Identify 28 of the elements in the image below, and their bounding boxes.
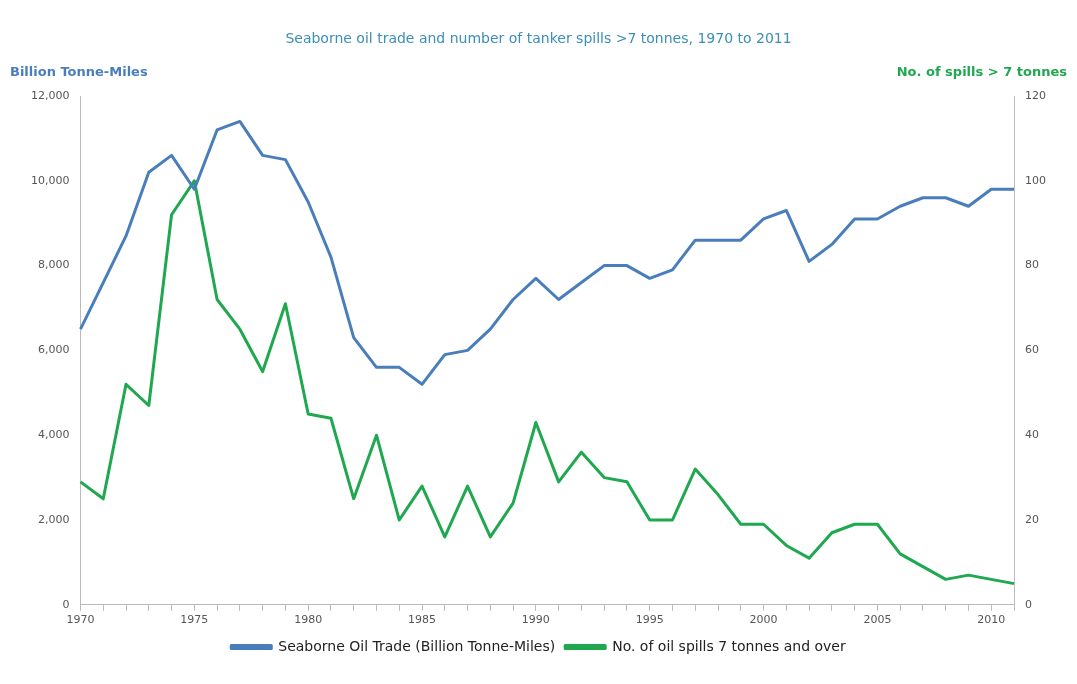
- x-tick-label: 1975: [180, 613, 209, 627]
- x-tick-label: 1995: [635, 613, 664, 627]
- x-tick-label: 1980: [294, 613, 323, 627]
- x-tick-label: 1990: [521, 613, 550, 627]
- y-tick-label: 6,000: [37, 343, 70, 357]
- x-tick-label: 2010: [977, 613, 1006, 627]
- y2-tick-label: 60: [1025, 343, 1039, 357]
- y2-tick-label: 100: [1025, 173, 1046, 187]
- y2-tick-label: 120: [1025, 88, 1046, 102]
- y-axis-title: Billion Tonne-Miles: [10, 64, 148, 79]
- legend-label: Seaborne Oil Trade (Billion Tonne-Miles): [278, 637, 556, 654]
- x-tick-label: 2005: [863, 613, 892, 627]
- y-tick-label: 10,000: [30, 173, 70, 187]
- legend-label: No. of oil spills 7 tonnes and over: [612, 637, 846, 654]
- y2-axis-title: No. of spills > 7 tonnes: [896, 64, 1067, 79]
- y-tick-label: 2,000: [37, 512, 70, 526]
- y-tick-label: 12,000: [30, 88, 70, 102]
- y2-tick-label: 40: [1025, 428, 1039, 442]
- y-tick-label: 4,000: [37, 428, 70, 442]
- y2-tick-label: 80: [1025, 258, 1039, 272]
- y2-tick-label: 20: [1025, 512, 1039, 526]
- chart-title: Seaborne oil trade and number of tanker spills >7 tonnes, 1970 to 2011: [284, 30, 793, 46]
- y-tick-label: 8,000: [37, 258, 70, 272]
- x-tick-label: 1970: [66, 613, 95, 627]
- y2-tick-label: 0: [1025, 597, 1032, 611]
- x-tick-label: 1985: [408, 613, 437, 627]
- x-tick-label: 2000: [749, 613, 778, 627]
- y-tick-label: 0: [62, 597, 70, 611]
